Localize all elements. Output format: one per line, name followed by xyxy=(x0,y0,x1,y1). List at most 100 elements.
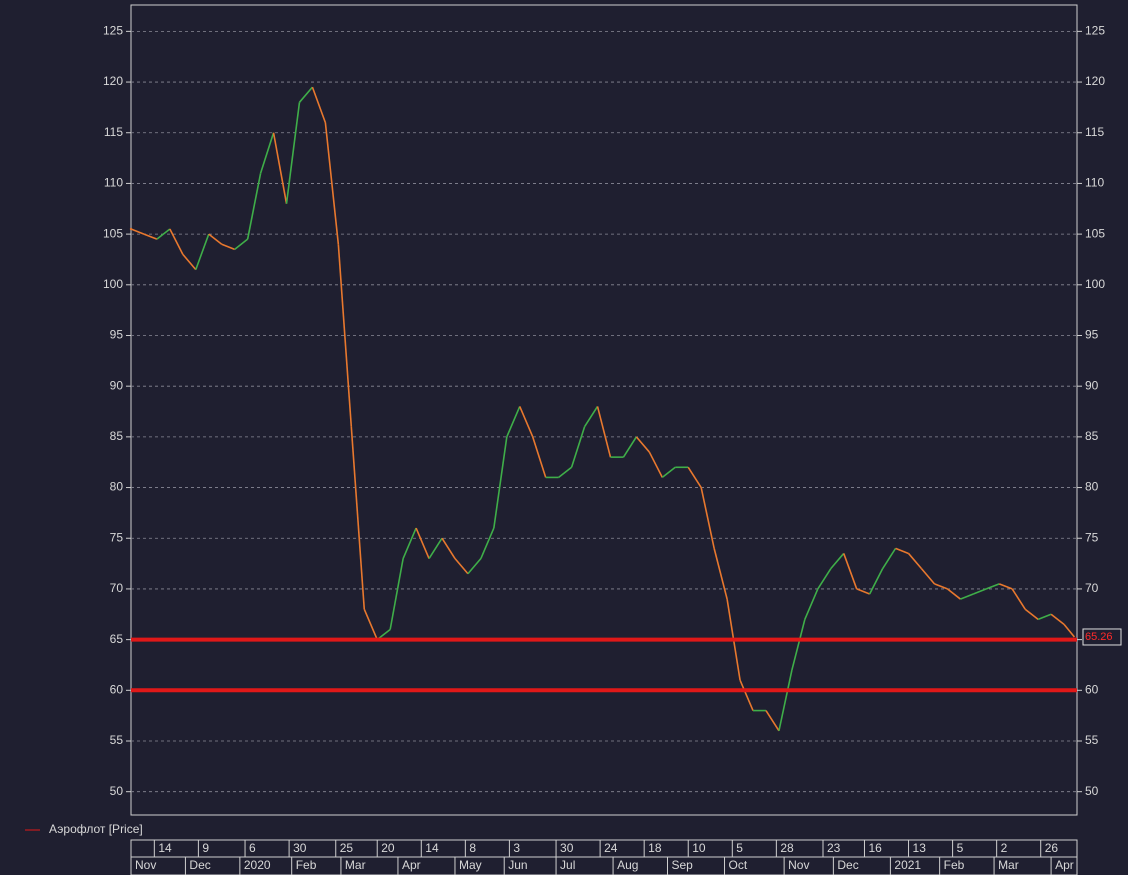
x-month-label: Sep xyxy=(671,858,693,872)
x-month-label: Aug xyxy=(617,858,638,872)
price-segment xyxy=(596,406,612,458)
price-segment xyxy=(519,406,534,438)
y2-tick-label: 60 xyxy=(1085,682,1099,696)
price-segment xyxy=(1050,613,1065,626)
price-segment xyxy=(583,406,599,428)
y-tick-label: 50 xyxy=(110,784,124,798)
x-month-label: Apr xyxy=(402,858,421,872)
price-segment xyxy=(454,557,469,575)
price-segment xyxy=(234,238,249,250)
x-month-label: Nov xyxy=(135,858,156,872)
price-segment xyxy=(817,568,832,590)
price-segment xyxy=(985,583,1000,590)
legend-label[interactable]: Аэрофлот [Price] xyxy=(49,822,143,836)
price-segment xyxy=(830,552,845,570)
last-price-label: 65.26 xyxy=(1085,631,1113,643)
x-month-label: Jul xyxy=(560,858,575,872)
y-tick-label: 70 xyxy=(110,581,124,595)
x-month-label: Oct xyxy=(729,858,748,872)
price-segment xyxy=(389,558,404,630)
price-segment xyxy=(350,426,366,610)
price-segment xyxy=(1037,613,1052,621)
price-segment xyxy=(143,233,158,240)
x-tick-label: 23 xyxy=(827,841,841,855)
y2-tick-label: 80 xyxy=(1085,480,1099,494)
price-segment xyxy=(441,537,456,559)
y-tick-label: 65 xyxy=(110,632,124,646)
x-month-label: Dec xyxy=(189,858,210,872)
y-tick-label: 55 xyxy=(110,733,124,747)
price-segment xyxy=(298,86,314,103)
price-segment xyxy=(907,552,923,570)
x-tick-label: 13 xyxy=(913,841,927,855)
x-tick-label: 9 xyxy=(202,841,209,855)
price-segment xyxy=(480,527,495,559)
y2-tick-label: 70 xyxy=(1085,581,1099,595)
price-segment xyxy=(713,548,728,600)
x-tick-label: 2 xyxy=(1001,841,1008,855)
price-segment xyxy=(208,233,223,245)
y-tick-label: 80 xyxy=(110,480,124,494)
x-tick-label: 3 xyxy=(513,841,520,855)
x-month-label: Jun xyxy=(508,858,527,872)
price-segment xyxy=(493,436,508,529)
price-segment xyxy=(221,243,235,251)
price-point xyxy=(129,227,133,231)
price-segment xyxy=(661,466,676,479)
price-segment xyxy=(558,466,573,479)
price-segment xyxy=(1024,608,1039,620)
y2-tick-label: 115 xyxy=(1085,125,1104,139)
price-segment xyxy=(842,553,858,590)
price-segment xyxy=(868,568,884,595)
last-price-box xyxy=(1082,628,1122,646)
price-segment xyxy=(531,436,547,478)
y-tick-label: 115 xyxy=(104,125,123,139)
price-segment xyxy=(324,122,340,245)
y-tick-label: 110 xyxy=(104,176,123,190)
y2-tick-label: 85 xyxy=(1085,429,1099,443)
y-tick-label: 120 xyxy=(103,74,123,88)
price-segment xyxy=(182,253,197,271)
x-tick-label: 30 xyxy=(293,841,307,855)
price-segment xyxy=(700,487,715,549)
y2-tick-label: 90 xyxy=(1085,378,1099,392)
y-tick-label: 90 xyxy=(110,378,124,392)
x-month-label: Apr xyxy=(1055,858,1074,872)
y-tick-label: 125 xyxy=(103,24,123,38)
y2-tick-label: 75 xyxy=(1085,530,1099,544)
x-month-label: 2020 xyxy=(244,858,271,872)
price-segment xyxy=(622,436,638,458)
price-segment xyxy=(998,583,1013,590)
y-tick-label: 75 xyxy=(110,530,124,544)
price-segment xyxy=(467,557,482,575)
x-tick-label: 26 xyxy=(1045,841,1059,855)
y-tick-label: 60 xyxy=(110,682,124,696)
x-tick-label: 6 xyxy=(249,841,256,855)
price-segment xyxy=(739,679,754,711)
y2-tick-label: 120 xyxy=(1085,74,1105,88)
x-month-label: Nov xyxy=(788,858,809,872)
x-tick-label: 8 xyxy=(469,841,476,855)
price-segment xyxy=(506,406,521,438)
x-tick-label: 14 xyxy=(425,841,439,855)
price-segment xyxy=(272,132,288,204)
price-segment xyxy=(285,102,301,204)
y2-tick-label: 110 xyxy=(1085,176,1104,190)
y2-tick-label: 105 xyxy=(1085,226,1105,240)
price-segment xyxy=(895,547,909,555)
x-tick-label: 10 xyxy=(692,841,706,855)
price-segment xyxy=(130,228,145,235)
y-tick-label: 105 xyxy=(103,226,123,240)
x-tick-label: 28 xyxy=(780,841,794,855)
plot-frame xyxy=(130,4,1078,816)
price-segment xyxy=(1011,588,1026,610)
price-segment xyxy=(415,527,430,559)
x-tick-label: 16 xyxy=(868,841,882,855)
price-segment xyxy=(337,244,353,427)
x-tick-label: 25 xyxy=(340,841,354,855)
price-segment xyxy=(169,228,184,255)
price-segment xyxy=(856,588,870,595)
y2-tick-label: 50 xyxy=(1085,784,1099,798)
price-segment xyxy=(946,588,961,600)
